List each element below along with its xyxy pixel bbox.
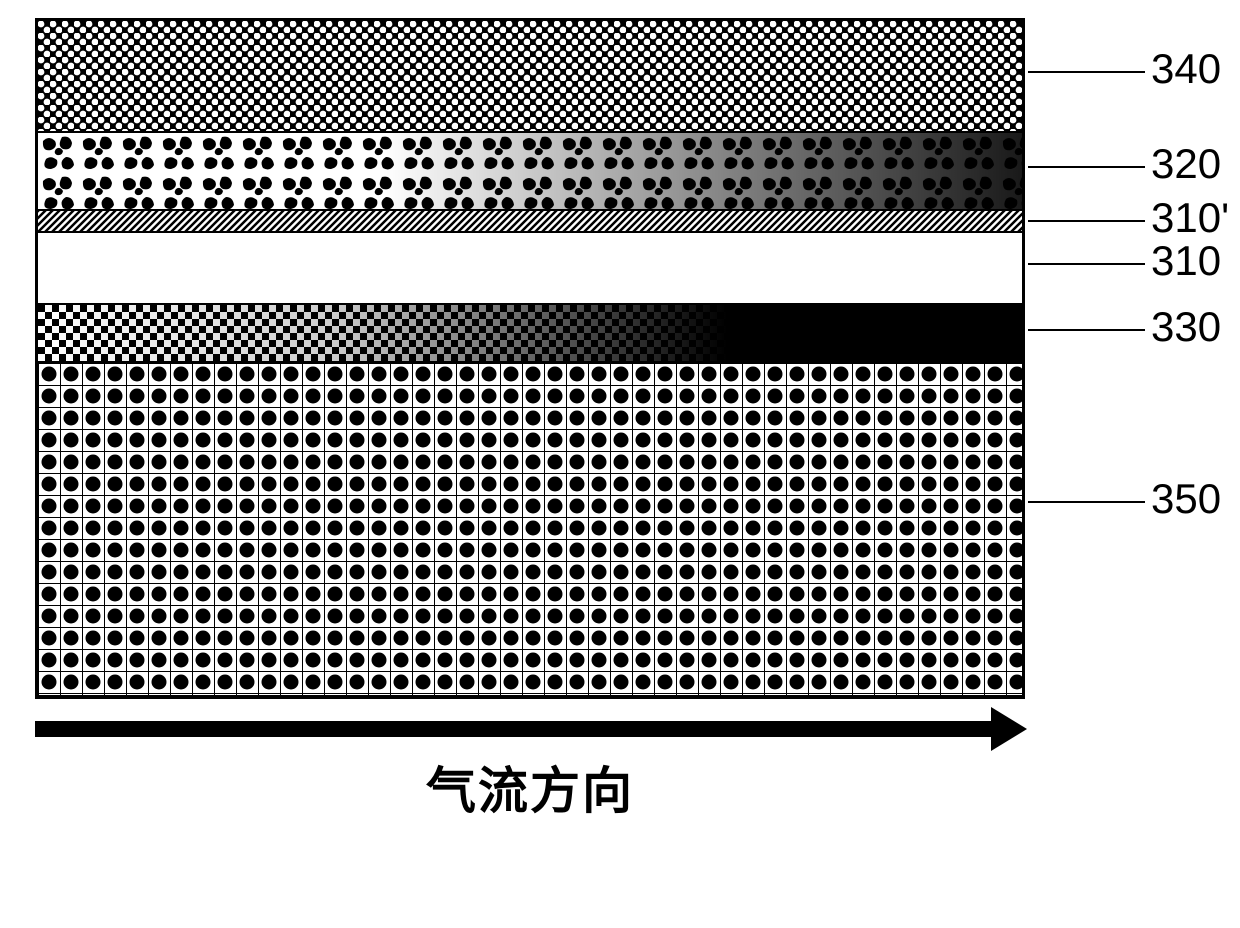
layer-330	[38, 303, 1022, 361]
arrow-head-icon	[991, 707, 1027, 751]
flow-direction-label: 气流方向	[35, 751, 1025, 823]
layer-310p	[38, 209, 1022, 231]
layer-350	[38, 361, 1022, 695]
layer-320	[38, 131, 1022, 209]
gradient-overlay	[38, 133, 1022, 209]
leader-line-340	[1028, 71, 1145, 73]
leader-line-350	[1028, 501, 1145, 503]
flow-arrow	[35, 721, 1025, 737]
cross-section-figure: 气流方向 340320310'310330350	[35, 18, 1205, 823]
layer-label-350: 350	[1151, 475, 1221, 523]
leader-line-320	[1028, 166, 1145, 168]
leader-line-310p	[1028, 220, 1145, 222]
layer-label-330: 330	[1151, 303, 1221, 351]
leader-line-330	[1028, 329, 1145, 331]
leader-line-310	[1028, 263, 1145, 265]
layer-label-310p: 310'	[1151, 194, 1229, 242]
layer-340	[38, 21, 1022, 131]
layer-label-310: 310	[1151, 237, 1221, 285]
layer-label-320: 320	[1151, 140, 1221, 188]
gradient-overlay	[38, 305, 1022, 361]
layer-label-340: 340	[1151, 45, 1221, 93]
layer-310	[38, 231, 1022, 303]
layer-stack	[35, 18, 1025, 699]
arrow-shaft	[35, 721, 995, 737]
